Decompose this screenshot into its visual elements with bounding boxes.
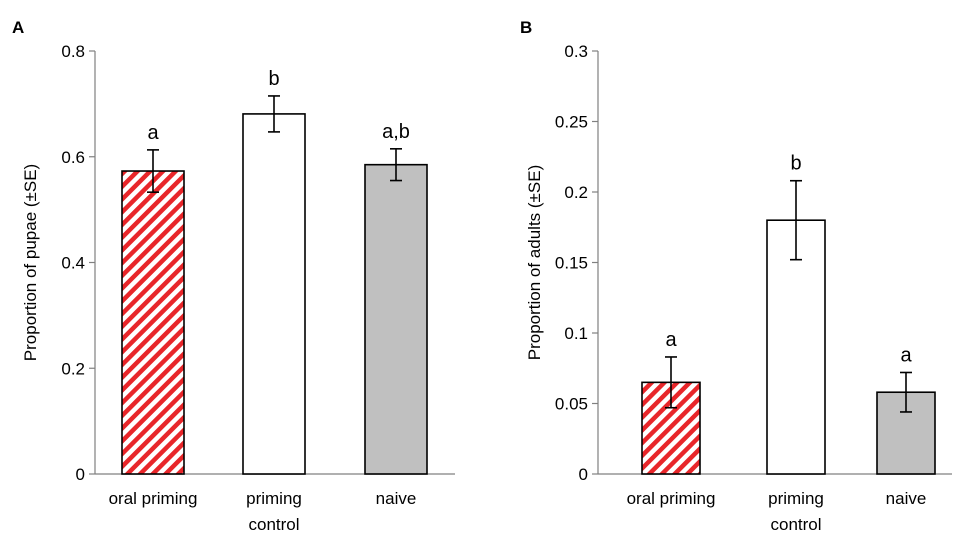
y-tick-label: 0.4 (61, 254, 85, 273)
y-axis-title: Proportion of adults (±SE) (525, 165, 544, 360)
significance-label: a (147, 122, 159, 144)
chart-panel-b: B 0 0.05 0.1 0.15 0.2 0.25 0.3 Proportion of adu… (520, 18, 952, 534)
x-tick-label-line: control (770, 515, 821, 534)
significance-label: a (900, 344, 912, 366)
y-tick-label: 0 (76, 465, 85, 484)
y-tick-label: 0.15 (555, 254, 588, 273)
x-tick-label-line: naive (886, 489, 927, 508)
x-tick-label: oral priming (109, 489, 198, 508)
x-tick-label-line: priming (246, 489, 302, 508)
bar (766, 219, 826, 475)
significance-label: b (268, 68, 279, 90)
significance-label: a (665, 329, 677, 351)
significance-label: b (790, 153, 801, 175)
x-tick-label: naive (376, 489, 417, 508)
significance-label: a,b (382, 121, 410, 143)
panel-label: B (520, 18, 532, 37)
panel-label: A (12, 18, 24, 37)
y-axis-title: Proportion of pupae (±SE) (21, 164, 40, 361)
x-tick-label: priming control (246, 489, 302, 534)
x-tick-label-line: oral priming (627, 489, 716, 508)
y-tick-label: 0.1 (564, 324, 588, 343)
y-tick-label: 0.6 (61, 148, 85, 167)
y-tick-label: 0.2 (564, 183, 588, 202)
x-tick-label-line: priming (768, 489, 824, 508)
y-tick-label: 0.3 (564, 42, 588, 61)
y-tick-label: 0.2 (61, 359, 85, 378)
y-tick-label: 0 (579, 465, 588, 484)
y-tick-label: 0.05 (555, 395, 588, 414)
bar (242, 113, 306, 475)
x-tick-label: naive (886, 489, 927, 508)
bar (121, 170, 185, 475)
x-tick-label-line: naive (376, 489, 417, 508)
chart-panel-a: A 0 0.2 0.4 0.6 0.8 Proportion of pupae (±SE) a… (12, 18, 455, 534)
x-tick-label-line: control (248, 515, 299, 534)
y-tick-label: 0.25 (555, 113, 588, 132)
bar (364, 163, 428, 475)
x-tick-label-line: oral priming (109, 489, 198, 508)
x-tick-label: priming control (768, 489, 824, 534)
y-tick-label: 0.8 (61, 42, 85, 61)
x-tick-label: oral priming (627, 489, 716, 508)
